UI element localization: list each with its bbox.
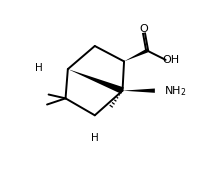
Text: H: H [91,133,99,143]
Text: H: H [35,62,42,73]
Text: NH$_2$: NH$_2$ [164,84,187,98]
Polygon shape [123,88,155,93]
Polygon shape [124,49,148,61]
Text: OH: OH [162,55,180,65]
Polygon shape [68,69,124,94]
Text: O: O [140,24,148,34]
